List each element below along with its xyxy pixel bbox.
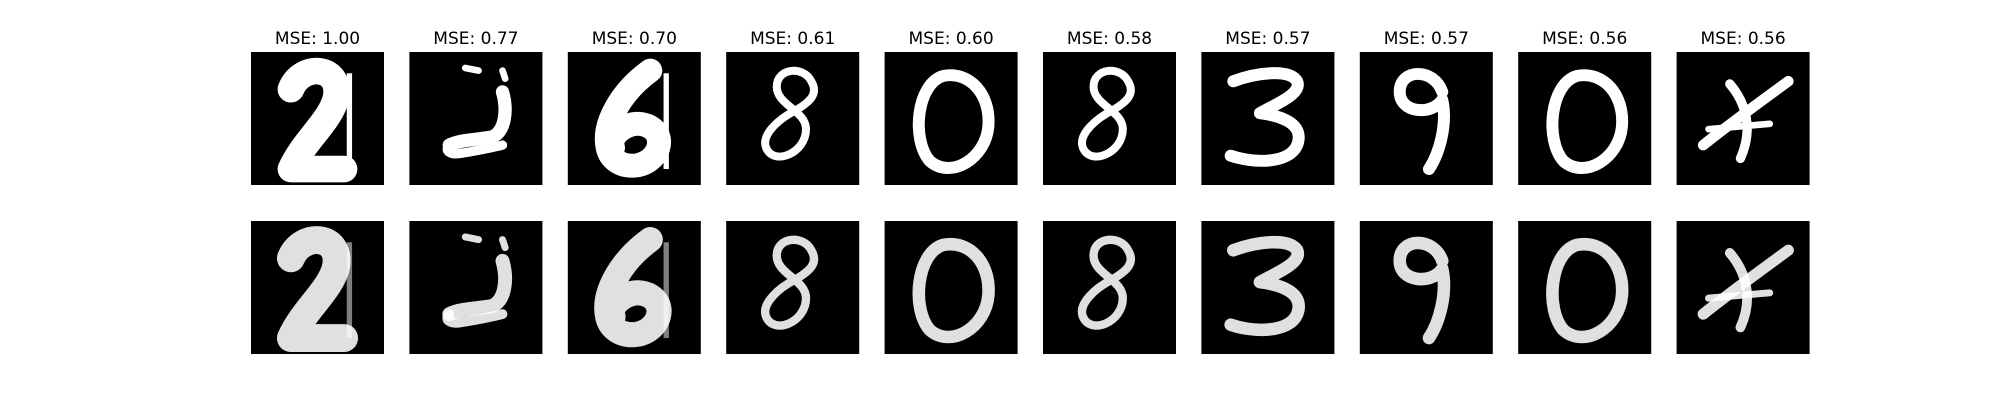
digit-stroke — [277, 57, 358, 183]
digit-stroke — [461, 64, 482, 74]
digit-panel — [567, 52, 701, 185]
digit-stroke-group — [1224, 235, 1305, 337]
digit-panel — [1676, 221, 1810, 354]
digit-stroke — [1224, 67, 1305, 167]
digit-stroke — [499, 67, 509, 82]
mse-title: MSE: 0.60 — [909, 29, 994, 49]
digit-panel — [1043, 52, 1176, 185]
digit-stroke-group — [912, 237, 995, 344]
digit-stroke — [1725, 79, 1752, 164]
digit-stroke — [442, 309, 508, 328]
digit-image-background — [409, 52, 543, 185]
digit-stroke-group — [1077, 235, 1136, 330]
digit-panel — [1518, 221, 1652, 354]
digit-stroke-group — [442, 64, 512, 159]
digit-stroke-group — [1546, 237, 1629, 344]
digit-panel — [409, 52, 543, 185]
digit-stroke — [461, 233, 483, 244]
digit-stroke — [1546, 237, 1629, 344]
digit-panel — [409, 221, 543, 354]
mse-title: MSE: 1.00 — [275, 29, 360, 49]
digit-image-background — [409, 221, 543, 354]
digit-panel — [251, 221, 384, 354]
digit-stroke — [276, 226, 359, 353]
digit-panel — [884, 221, 1018, 354]
mse-title: MSE: 0.56 — [1701, 29, 1786, 49]
digit-panel — [726, 221, 860, 354]
digit-stroke — [912, 69, 995, 174]
digit-stroke-group — [1546, 69, 1629, 174]
digit-stroke-group — [1078, 66, 1135, 161]
digit-stroke — [594, 227, 672, 348]
digit-panel — [567, 221, 701, 354]
mse-title: MSE: 0.57 — [1384, 29, 1469, 49]
digit-stroke-group — [277, 57, 358, 183]
digit-stroke-group — [912, 69, 995, 174]
digit-stroke — [442, 140, 508, 159]
digit-stroke-group — [761, 66, 819, 161]
digit-stroke — [1724, 248, 1752, 333]
digit-stroke — [761, 235, 819, 330]
digit-panel — [1359, 52, 1493, 185]
digit-stroke — [442, 85, 512, 152]
digit-stroke-group — [594, 58, 671, 178]
mse-title: MSE: 0.77 — [433, 29, 518, 49]
digit-stroke — [594, 58, 671, 178]
vertical-artifact-bar — [663, 242, 669, 339]
digit-panel — [884, 52, 1018, 185]
mse-title: MSE: 0.70 — [592, 29, 677, 49]
digit-stroke-group — [1224, 67, 1305, 167]
digit-stroke-group — [761, 235, 819, 330]
vertical-artifact-bar — [663, 73, 669, 170]
digit-panel — [1359, 221, 1493, 354]
mse-title: MSE: 0.57 — [1225, 29, 1310, 49]
digit-stroke — [1393, 236, 1451, 345]
digit-panel — [1201, 221, 1335, 354]
digit-panel — [726, 52, 860, 185]
vertical-artifact-bar — [346, 73, 353, 170]
digit-stroke — [499, 236, 509, 252]
digit-stroke — [1393, 68, 1450, 176]
digit-stroke-group — [1697, 75, 1794, 164]
vertical-artifact-bar — [346, 242, 353, 339]
digit-stroke-group — [276, 226, 359, 353]
digit-stroke — [1077, 235, 1136, 330]
digit-stroke — [912, 237, 995, 344]
digit-stroke — [1224, 235, 1305, 337]
digit-stroke-group — [1393, 236, 1451, 345]
digit-stroke — [761, 66, 819, 161]
digit-stroke-group — [594, 227, 672, 348]
digit-panel — [1043, 221, 1176, 354]
mse-title: MSE: 0.61 — [750, 29, 835, 49]
digit-panel — [1201, 52, 1335, 185]
digit-panel — [251, 52, 384, 185]
digit-stroke — [442, 253, 512, 322]
mse-title: MSE: 0.58 — [1067, 29, 1152, 49]
digit-stroke — [1705, 289, 1774, 302]
digit-stroke — [1078, 66, 1135, 161]
digit-stroke — [1546, 69, 1629, 174]
digit-stroke-group — [1393, 68, 1450, 176]
mse-title: MSE: 0.56 — [1542, 29, 1627, 49]
digit-stroke — [1705, 120, 1774, 133]
digit-panel — [1676, 52, 1810, 185]
digit-stroke-group — [1697, 244, 1794, 333]
digit-panel — [1518, 52, 1652, 185]
digit-stroke-group — [442, 233, 512, 328]
